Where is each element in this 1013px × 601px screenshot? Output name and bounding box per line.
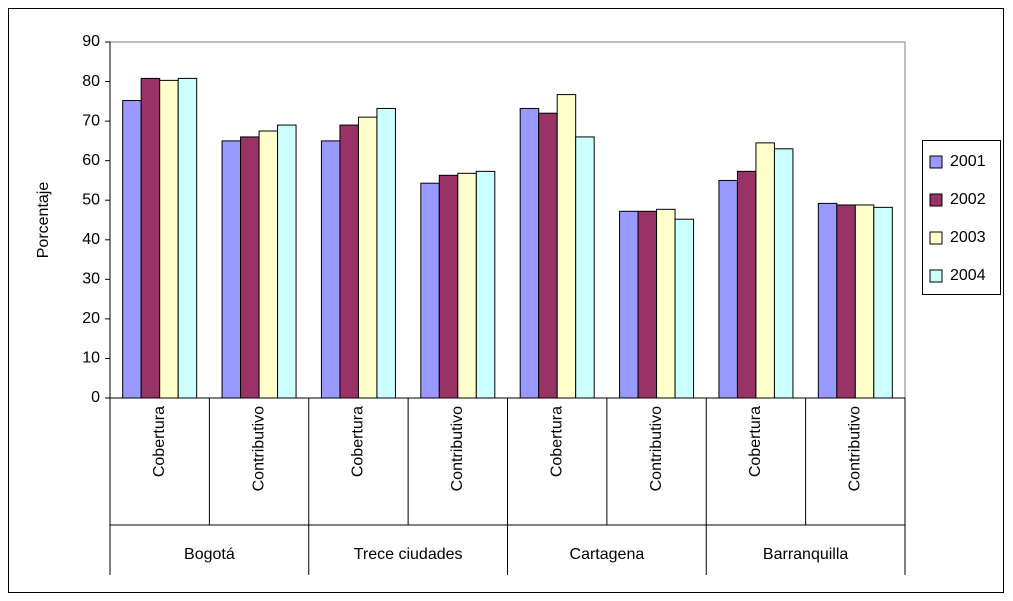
y-tick-label: 90	[82, 33, 100, 50]
legend-label: 2001	[950, 153, 986, 170]
y-tick-label: 30	[82, 271, 100, 288]
y-axis-label: Porcentaje	[35, 182, 52, 259]
bar	[656, 208, 676, 399]
legend-swatch	[929, 155, 943, 169]
bar	[854, 204, 875, 399]
group-label: Bogotá	[184, 546, 235, 563]
bar	[140, 77, 161, 399]
x-tick-label: Contributivo	[847, 406, 864, 491]
bar	[619, 210, 639, 399]
group-label: Cartagena	[570, 546, 645, 563]
bar	[519, 107, 540, 399]
y-tick-label: 50	[82, 191, 100, 208]
bar	[718, 179, 738, 399]
bar	[221, 140, 242, 399]
bar	[357, 116, 378, 399]
bar	[773, 148, 794, 399]
y-tick-label: 20	[82, 310, 100, 327]
y-tick-label: 40	[82, 231, 100, 248]
x-tick-label: Cobertura	[350, 406, 367, 477]
bar	[836, 204, 856, 399]
y-tick-label: 0	[91, 389, 100, 406]
y-tick-label: 80	[82, 73, 100, 90]
bar	[339, 124, 359, 399]
bar	[755, 142, 775, 399]
bar	[556, 94, 577, 399]
bar	[575, 136, 595, 399]
bar	[320, 140, 341, 399]
x-tick-label: Cobertura	[151, 406, 168, 477]
bar	[420, 182, 440, 399]
bar	[538, 112, 558, 399]
bar	[177, 77, 198, 399]
bar	[122, 100, 142, 399]
x-tick-label: Contributivo	[250, 406, 267, 491]
bar	[637, 210, 658, 399]
y-tick-label: 60	[82, 152, 100, 169]
bar	[817, 202, 838, 399]
x-tick-label: Contributivo	[648, 406, 665, 491]
x-tick-label: Contributivo	[449, 406, 466, 491]
x-tick-label: Cobertura	[747, 406, 764, 477]
bar	[457, 172, 477, 399]
bar	[159, 79, 179, 399]
legend-swatch	[929, 193, 943, 207]
y-tick-label: 70	[82, 112, 100, 129]
x-tick-label: Cobertura	[548, 406, 565, 477]
legend-label: 2002	[950, 191, 986, 208]
bar	[277, 124, 297, 399]
legend-label: 2003	[950, 229, 986, 246]
bar	[258, 130, 279, 399]
bar	[873, 206, 893, 399]
bar	[736, 170, 757, 399]
legend-label: 2004	[950, 267, 986, 284]
legend-swatch	[929, 231, 943, 245]
group-label: Trece ciudades	[354, 546, 463, 563]
bar	[438, 174, 459, 399]
bar	[240, 136, 260, 399]
group-label: Barranquilla	[763, 546, 848, 563]
bar	[376, 107, 396, 399]
legend-swatch	[929, 269, 943, 283]
bar	[674, 218, 695, 399]
y-tick-label: 10	[82, 350, 100, 367]
bar	[475, 170, 496, 399]
